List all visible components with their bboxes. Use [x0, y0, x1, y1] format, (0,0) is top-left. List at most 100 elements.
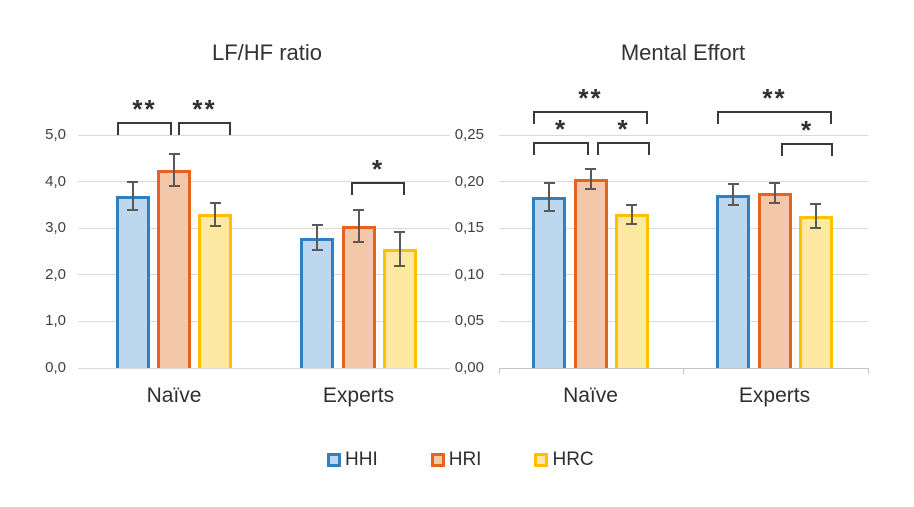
bar-hhi-naive [115, 195, 150, 368]
gridline [78, 227, 450, 229]
hhi-swatch-icon [327, 453, 341, 467]
category-label: Naïve [146, 384, 202, 407]
sig-label: * [800, 115, 814, 145]
mental-effort-chart-title: Mental Effort [620, 40, 746, 65]
y-axis-tick-label: 4,0 [45, 172, 66, 190]
error-bar-cap [311, 223, 323, 226]
bar-hri-experts [341, 225, 376, 368]
sig-bracket [781, 143, 833, 156]
error-bar-cap [769, 181, 780, 184]
x-axis-tick [867, 368, 869, 374]
sig-label: ** [762, 83, 787, 113]
error-bar [173, 153, 175, 187]
gridline [78, 274, 450, 276]
gridline [499, 274, 868, 276]
bar-hrc-experts [798, 216, 833, 368]
error-bar-cap [626, 222, 638, 225]
error-bar-cap [810, 227, 822, 230]
sig-label: ** [192, 94, 217, 124]
error-bar [773, 182, 776, 204]
legend-label-hhi: HHI [345, 449, 378, 470]
error-bar-cap [543, 182, 555, 185]
sig-bracket [533, 111, 648, 124]
error-bar [357, 210, 360, 242]
bar-hri-experts [757, 192, 792, 368]
error-bar-cap [585, 167, 596, 170]
legend-label-hri: HRI [448, 449, 482, 470]
y-axis-tick-label: 0,10 [454, 265, 484, 283]
error-bar-cap [543, 210, 555, 213]
bar-hri-naive [573, 178, 608, 368]
gridline [499, 320, 868, 322]
y-axis-tick-label: 0,00 [454, 359, 484, 376]
gridline [78, 367, 450, 369]
gridline [78, 134, 450, 136]
error-bar [630, 204, 633, 224]
y-axis-tick-label: 0,0 [45, 359, 66, 376]
sig-bracket [178, 122, 231, 135]
legend-item-hri: HRI [430, 449, 482, 471]
error-bar [131, 181, 134, 210]
error-bar-cap [769, 202, 780, 205]
error-bar-cap [727, 183, 739, 186]
legend-label-hrc: HRC [552, 449, 594, 470]
error-bar [814, 203, 817, 229]
bar-hrc-experts [382, 249, 417, 368]
error-bar-cap [127, 180, 139, 183]
sig-bracket [717, 111, 832, 124]
sig-label: * [554, 114, 568, 144]
lf-hf-ratio-chart-title: LF/HF ratio [211, 40, 323, 65]
error-bar-cap [168, 185, 180, 188]
legend-item-hrc: HRC [534, 449, 594, 471]
y-axis-tick-label: 1,0 [45, 312, 66, 330]
y-axis-tick-label: 0,25 [454, 126, 484, 143]
bar-hhi-naive [532, 197, 567, 368]
sig-label: * [371, 154, 385, 184]
error-bar [732, 184, 735, 205]
error-bar-cap [127, 208, 139, 211]
x-axis-tick [498, 368, 500, 374]
sig-bracket [597, 142, 650, 155]
error-bar-cap [209, 201, 221, 204]
category-label: Experts [322, 384, 395, 407]
error-bar-cap [168, 152, 180, 155]
sig-bracket [533, 142, 589, 155]
bar-hrc-naive [614, 214, 649, 368]
chart-legend: HHI HRI HRC [327, 449, 594, 471]
error-bar-cap [353, 209, 364, 212]
legend-item-hhi: HHI [327, 449, 378, 471]
error-bar-cap [810, 202, 822, 205]
hri-swatch-icon [430, 453, 445, 467]
gridline [78, 320, 450, 322]
y-axis-tick-label: 5,0 [45, 126, 66, 143]
error-bar-cap [353, 240, 364, 243]
error-bar-cap [727, 203, 739, 206]
bar-hrc-naive [198, 214, 233, 368]
category-label: Experts [738, 384, 811, 407]
sig-label: * [617, 114, 630, 144]
gridline [499, 227, 868, 229]
error-bar [316, 224, 319, 251]
y-axis-tick-label: 0,20 [454, 172, 484, 190]
error-bar [548, 183, 551, 212]
error-bar-cap [585, 188, 596, 191]
error-bar [589, 168, 592, 190]
error-bar-cap [394, 231, 406, 234]
hrc-swatch-icon [534, 453, 549, 467]
error-bar [398, 232, 401, 266]
error-bar [214, 202, 217, 226]
sig-bracket [117, 122, 172, 135]
sig-label: ** [132, 94, 157, 124]
error-bar-cap [394, 264, 406, 267]
y-axis-tick-label: 3,0 [45, 219, 66, 237]
error-bar-cap [209, 224, 221, 227]
error-bar-cap [311, 249, 323, 252]
gridline [78, 181, 450, 183]
x-axis-tick [683, 368, 684, 374]
error-bar-cap [626, 203, 638, 206]
y-axis-tick-label: 2,0 [45, 265, 66, 283]
y-axis-tick-label: 0,15 [454, 219, 484, 237]
